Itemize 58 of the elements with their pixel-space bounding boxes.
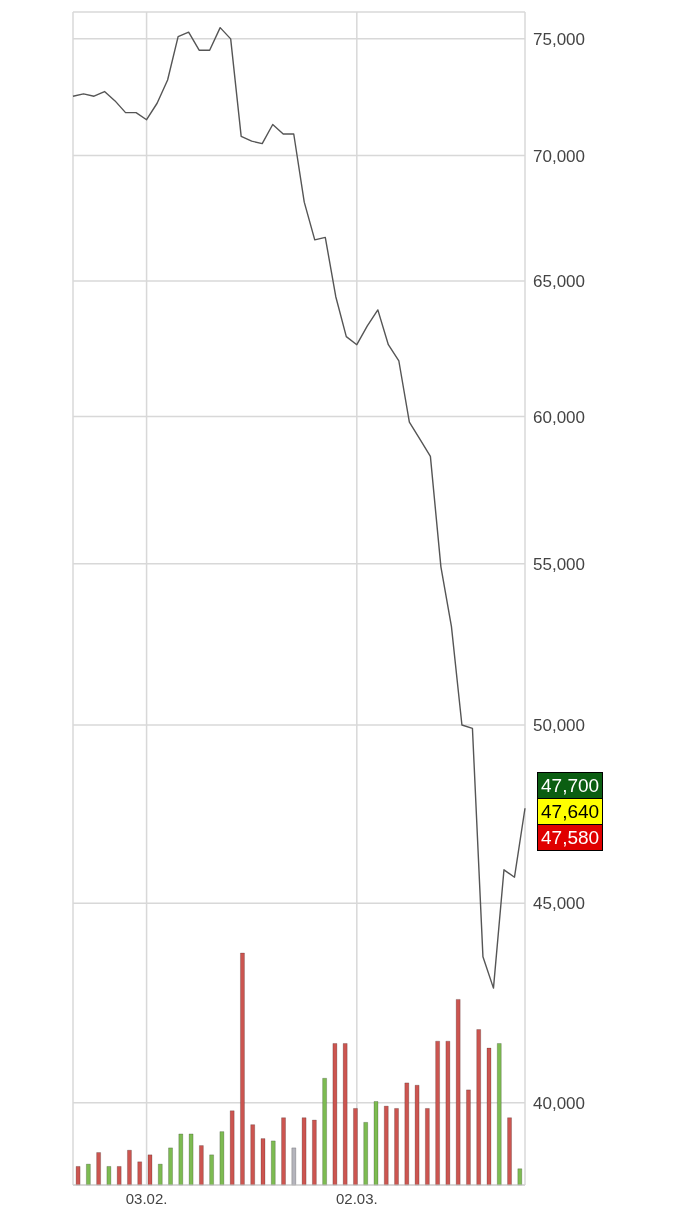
- bar: [363, 1121, 369, 1186]
- bar: [435, 1040, 441, 1186]
- bar: [424, 1107, 430, 1186]
- bar: [209, 1154, 215, 1186]
- bar: [383, 1105, 389, 1186]
- y-tick-label: 55,000: [533, 554, 585, 574]
- bar: [281, 1117, 287, 1186]
- y-tick-label: 70,000: [533, 146, 585, 166]
- bar: [137, 1161, 143, 1186]
- bar: [250, 1124, 256, 1186]
- bar: [116, 1165, 122, 1186]
- bar: [301, 1117, 307, 1186]
- bar: [219, 1131, 225, 1186]
- bar: [332, 1042, 338, 1186]
- bar: [260, 1138, 266, 1186]
- bar: [291, 1147, 297, 1186]
- line-series: [72, 26, 526, 989]
- bar: [96, 1152, 102, 1186]
- bar: [168, 1147, 174, 1186]
- bar: [188, 1133, 194, 1186]
- bar: [394, 1107, 400, 1186]
- x-tick-label: 03.02.: [125, 1189, 168, 1207]
- y-tick-label: 75,000: [533, 29, 585, 49]
- bar: [465, 1089, 471, 1186]
- y-tick-label: 45,000: [533, 894, 585, 914]
- bar: [445, 1040, 451, 1186]
- bar: [239, 952, 245, 1186]
- text: 47,640: [538, 798, 603, 824]
- bar: [157, 1163, 163, 1186]
- text: 47,700: [538, 773, 603, 798]
- y-tick-label: 60,000: [533, 407, 585, 427]
- bar: [126, 1149, 132, 1186]
- bar: [75, 1165, 81, 1186]
- text: 47,580: [538, 824, 603, 850]
- bar: [455, 998, 461, 1186]
- y-tick-label: 50,000: [533, 716, 585, 736]
- bar: [414, 1084, 420, 1186]
- bar: [311, 1119, 317, 1186]
- y-tick-label: 40,000: [533, 1093, 585, 1113]
- bar: [486, 1047, 492, 1186]
- bar: [85, 1163, 91, 1186]
- bar: [373, 1100, 379, 1186]
- bar: [147, 1154, 153, 1186]
- bar: [229, 1110, 235, 1186]
- bar: [507, 1117, 513, 1186]
- bar: [517, 1168, 523, 1186]
- bar: [322, 1077, 328, 1186]
- bar: [496, 1042, 502, 1186]
- bar: [342, 1042, 348, 1186]
- bar: [106, 1165, 112, 1186]
- x-tick-label: 02.03.: [335, 1189, 378, 1207]
- bar: [404, 1082, 410, 1186]
- bar: [270, 1140, 276, 1186]
- bar: [198, 1145, 204, 1186]
- bar: [476, 1029, 482, 1186]
- y-tick-label: 65,000: [533, 272, 585, 292]
- bar: [352, 1107, 358, 1186]
- bar: [178, 1133, 184, 1186]
